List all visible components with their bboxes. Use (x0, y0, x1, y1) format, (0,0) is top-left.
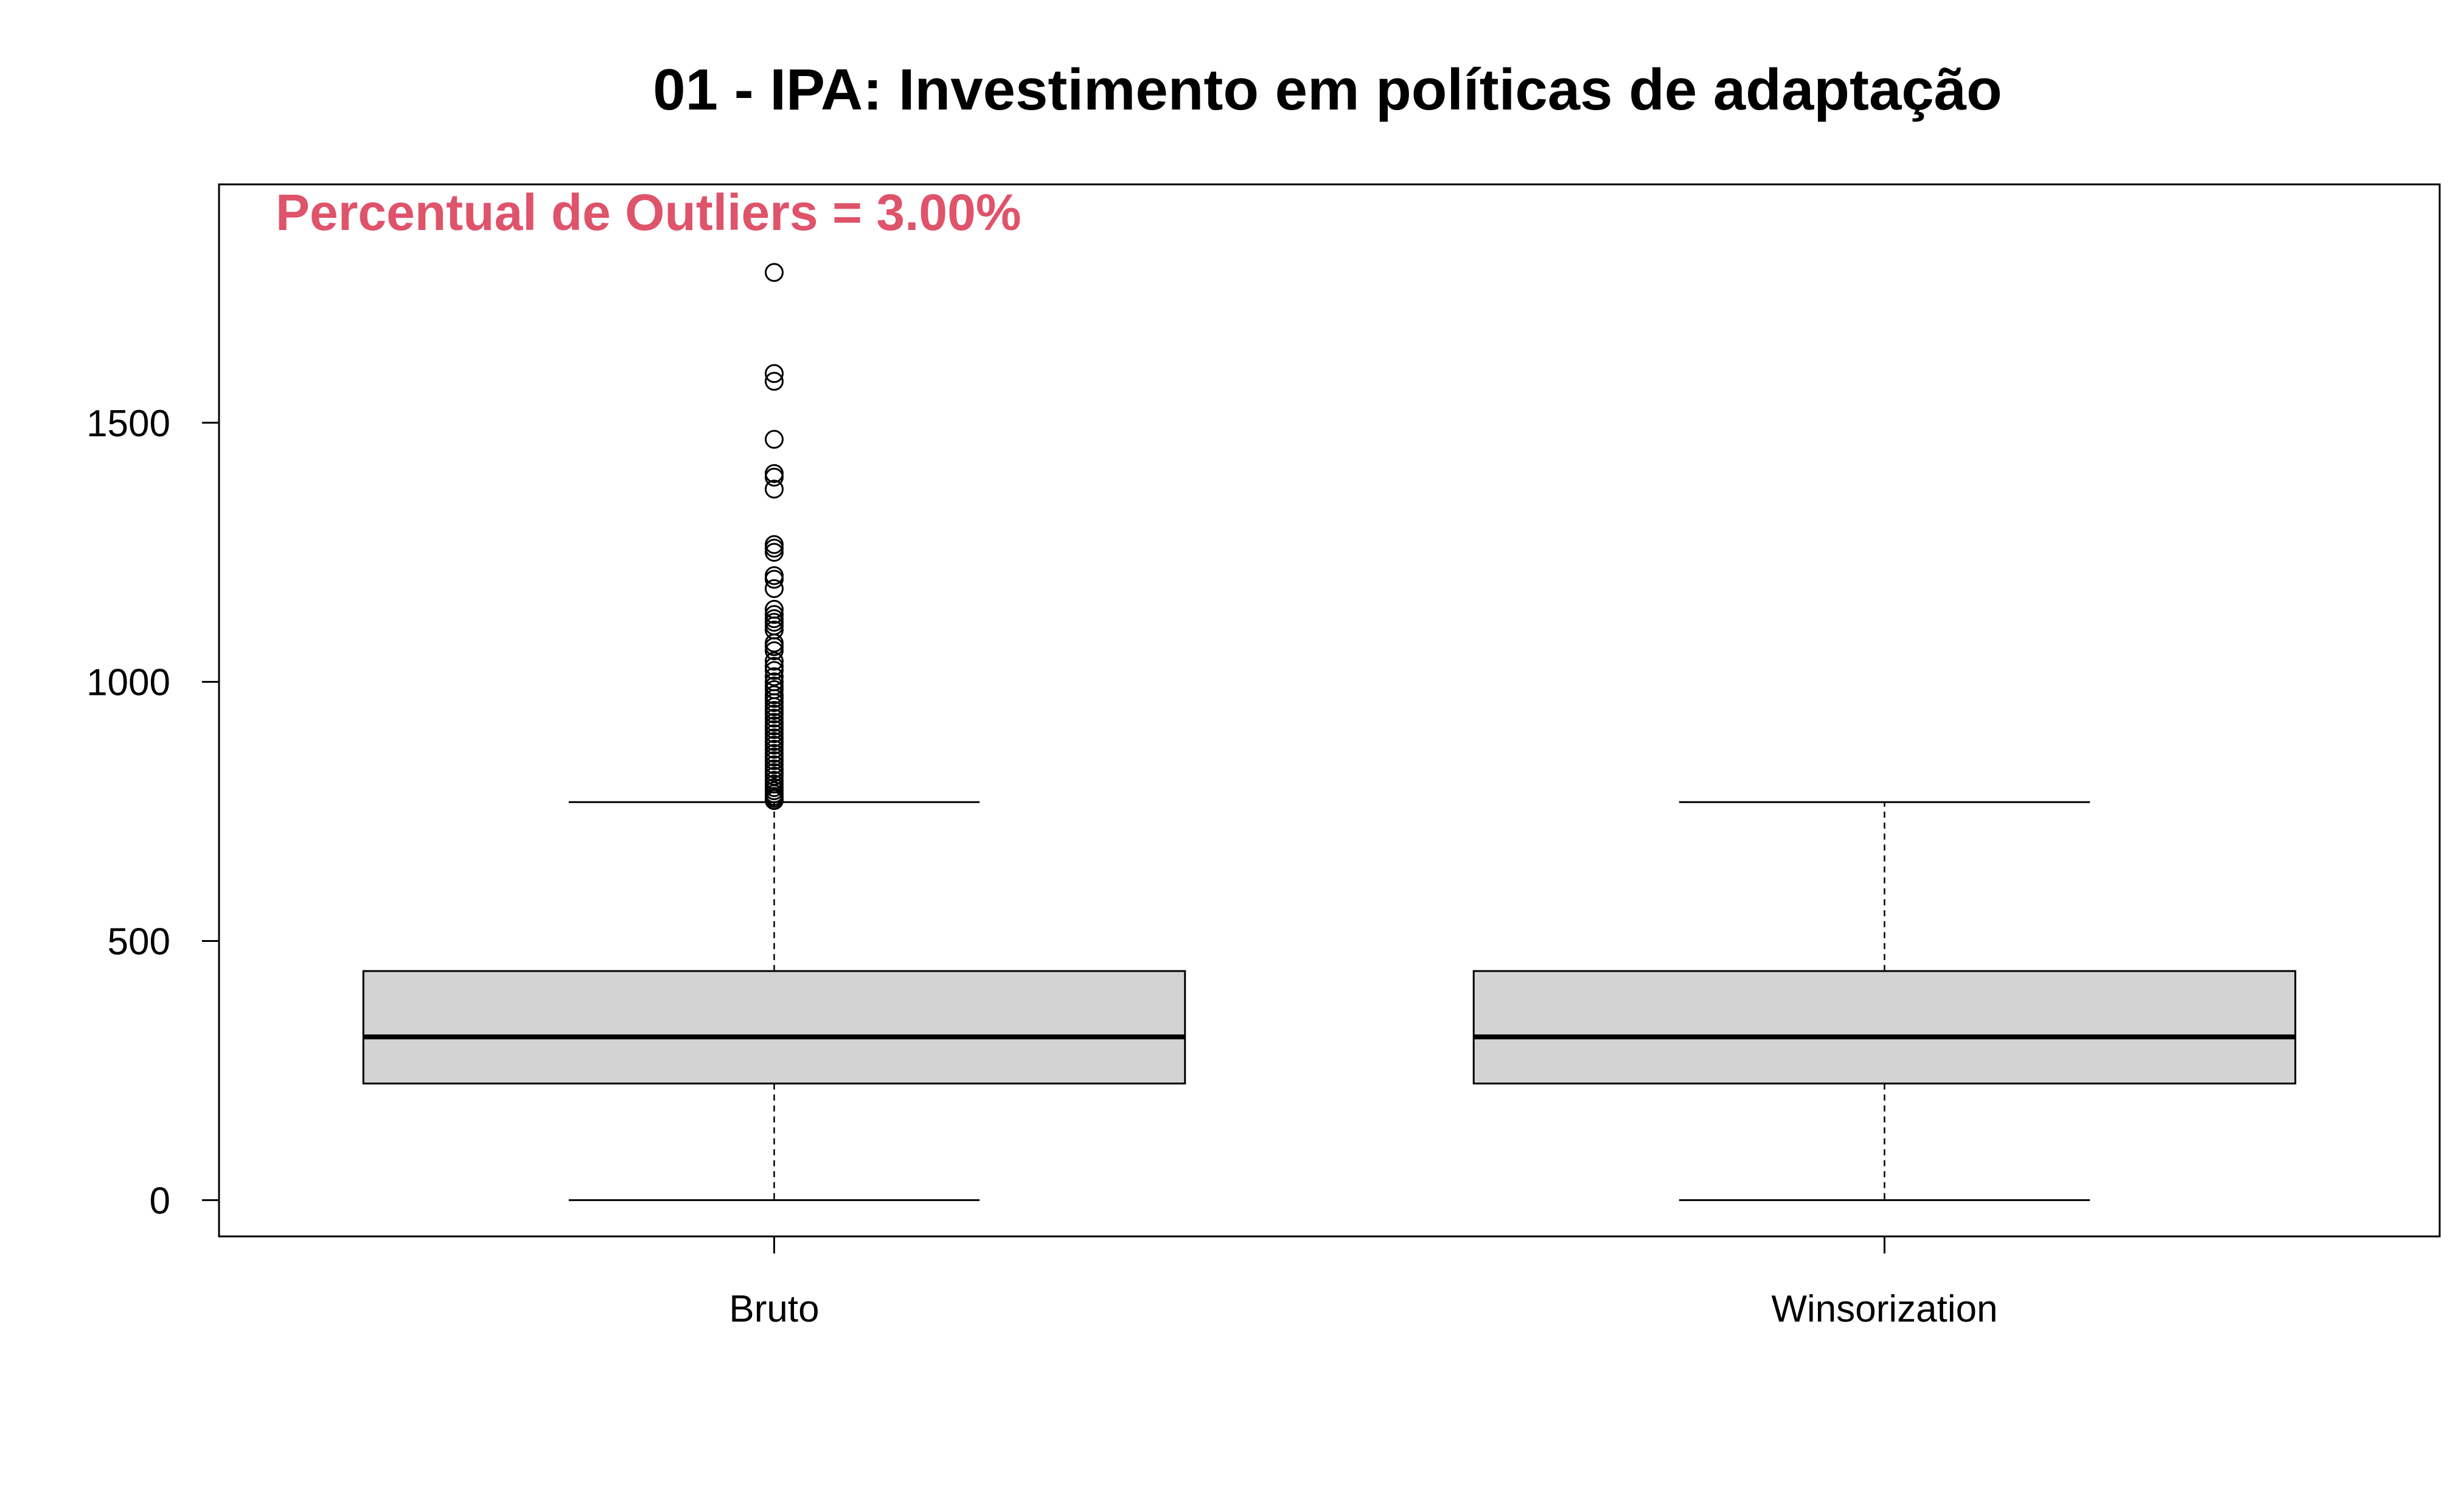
box-group-bruto (362, 263, 1186, 1201)
outlier-point-bruto (765, 708, 784, 728)
outlier-point-bruto (765, 263, 784, 282)
chart-title: 01 - IPA: Investimento em políticas de a… (653, 57, 2002, 122)
outlier-point-bruto (765, 720, 784, 739)
outlier-point-bruto (765, 667, 784, 686)
outlier-point-bruto (765, 570, 784, 589)
outlier-point-bruto (765, 724, 784, 744)
x-tick-label-bruto: Bruto (729, 1288, 819, 1330)
outlier-point-bruto (765, 739, 784, 759)
outlier-point-bruto (765, 538, 784, 558)
outlier-percentage-annotation: Percentual de Outliers = 3.00% (276, 184, 1021, 241)
x-axis: Bruto Winsorization (729, 1235, 1998, 1330)
outlier-point-bruto (765, 652, 784, 671)
outlier-point-bruto (765, 657, 784, 676)
outlier-point-bruto (765, 579, 784, 598)
y-axis: 0 500 1000 1500 (86, 403, 220, 1222)
outlier-point-bruto (765, 430, 784, 449)
outlier-point-bruto (765, 605, 784, 624)
outlier-point-bruto (765, 755, 784, 775)
outlier-point-bruto (765, 467, 784, 487)
box-series (362, 263, 2297, 1201)
outlier-point-bruto (765, 464, 784, 483)
outlier-point-bruto (765, 364, 784, 383)
outlier-point-bruto (765, 751, 784, 770)
outlier-point-bruto (765, 637, 784, 657)
y-tick-label-1000: 1000 (86, 662, 170, 704)
y-tick-label-1500: 1500 (86, 403, 170, 445)
outlier-point-bruto (765, 543, 784, 562)
outlier-point-bruto (765, 736, 784, 755)
box-winsorization (1472, 970, 2297, 1085)
outlier-point-bruto (765, 372, 784, 391)
outlier-point-bruto (765, 791, 784, 810)
outlier-point-bruto (765, 479, 784, 499)
y-tick-label-500: 500 (108, 921, 170, 963)
x-tick-label-winsorization: Winsorization (1771, 1288, 1997, 1330)
outlier-point-bruto (765, 661, 784, 680)
outlier-point-bruto (765, 704, 784, 723)
outlier-point-bruto (765, 689, 784, 708)
outlier-point-bruto (765, 693, 784, 713)
box-group-winsorization (1472, 801, 2297, 1201)
box-bruto (362, 970, 1186, 1085)
y-tick-label-0: 0 (150, 1180, 170, 1222)
outlier-point-bruto (765, 641, 784, 661)
